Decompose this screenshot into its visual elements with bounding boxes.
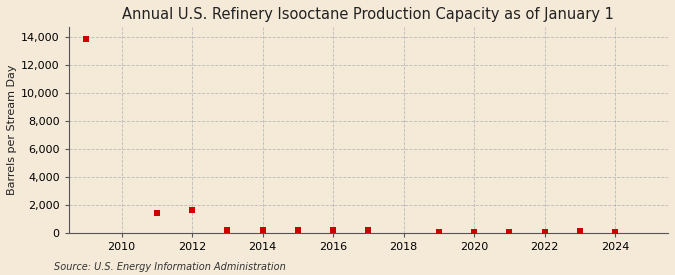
Point: [610, 230, 620, 234]
Point: [257, 227, 268, 232]
Point: [81, 37, 92, 42]
Title: Annual U.S. Refinery Isooctane Production Capacity as of January 1: Annual U.S. Refinery Isooctane Productio…: [122, 7, 614, 22]
Point: [574, 229, 585, 233]
Point: [363, 227, 374, 232]
Point: [187, 208, 198, 212]
Point: [539, 230, 550, 234]
Point: [468, 230, 479, 234]
Point: [433, 230, 444, 234]
Text: Source: U.S. Energy Information Administration: Source: U.S. Energy Information Administ…: [54, 262, 286, 272]
Point: [328, 227, 339, 232]
Y-axis label: Barrels per Stream Day: Barrels per Stream Day: [7, 65, 17, 195]
Point: [151, 211, 162, 215]
Point: [504, 230, 515, 234]
Point: [222, 227, 233, 232]
Point: [292, 227, 303, 232]
